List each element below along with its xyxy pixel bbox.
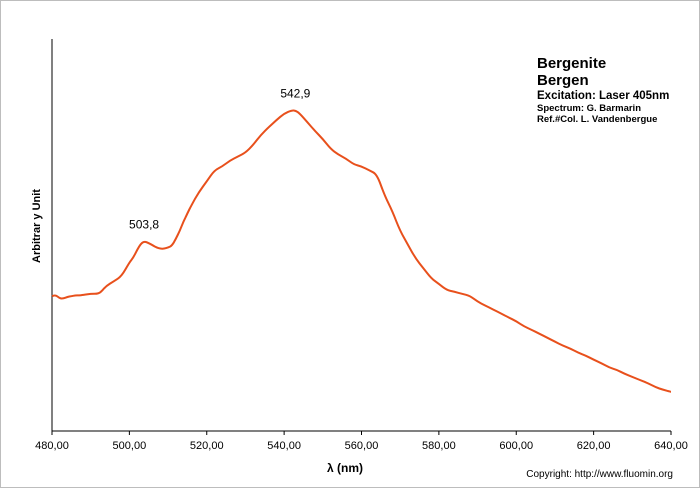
spectrum-credit: Spectrum: G. Barmarin xyxy=(537,103,641,114)
title-line-1: Bergenite xyxy=(537,55,606,72)
x-tick-label: 480,00 xyxy=(35,440,69,452)
x-tick-label: 620,00 xyxy=(577,440,611,452)
x-tick-label: 540,00 xyxy=(267,440,301,452)
title-block: Bergenite Bergen Excitation: Laser 405nm… xyxy=(537,55,669,125)
x-tick-label: 640,00 xyxy=(654,440,688,452)
spectrum-series-line xyxy=(51,109,672,393)
x-tick-labels: 480,00 500,00 520,00 540,00 560,00 580,00 600,… xyxy=(35,440,688,452)
title-line-2: Bergen xyxy=(537,72,589,89)
peak-label: 542,9 xyxy=(280,86,310,100)
x-tick-label: 500,00 xyxy=(113,440,147,452)
x-axis-label: λ (nm) xyxy=(327,461,363,475)
x-tick-label: 580,00 xyxy=(422,440,456,452)
x-tick-label: 520,00 xyxy=(190,440,224,452)
excitation-label: Excitation: Laser 405nm xyxy=(537,90,669,102)
x-tick-label: 560,00 xyxy=(345,440,379,452)
y-axis-label: Arbitrar y Unit xyxy=(31,189,43,263)
copyright-text: Copyright: http://www.fluomin.org xyxy=(526,469,673,480)
peak-annotations: 503,8 542,9 xyxy=(129,86,311,231)
x-ticks xyxy=(51,431,672,435)
peak-label: 503,8 xyxy=(129,217,159,231)
reference-label: Ref.#Col. L. Vandenbergue xyxy=(537,114,657,125)
x-tick-label: 600,00 xyxy=(499,440,533,452)
